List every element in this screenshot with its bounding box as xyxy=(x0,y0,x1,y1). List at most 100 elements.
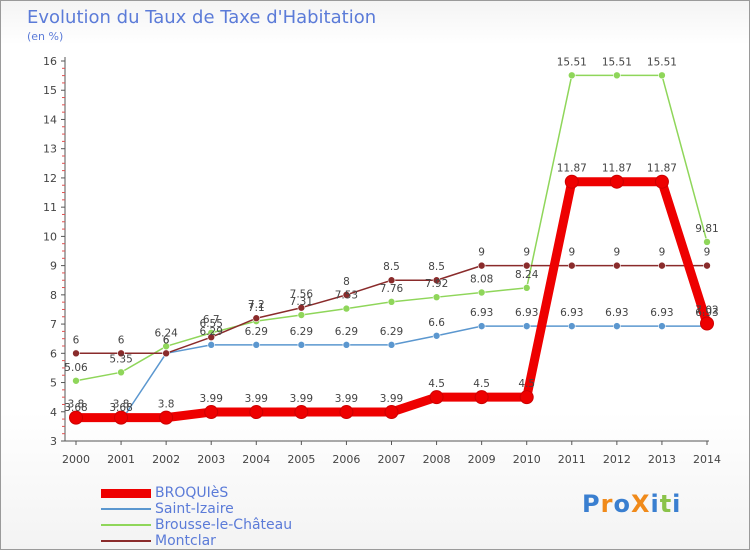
data-point xyxy=(69,410,83,425)
logo-letter: X xyxy=(630,490,651,518)
data-label: 7.1 xyxy=(248,302,265,314)
logo-letter: t xyxy=(659,490,673,518)
legend-label: Montclar xyxy=(155,533,216,549)
data-label: 15.51 xyxy=(557,56,587,68)
data-point xyxy=(249,405,264,420)
data-point xyxy=(432,293,441,301)
data-label: 3.99 xyxy=(335,393,358,405)
data-point xyxy=(522,284,531,292)
data-label: 9.81 xyxy=(695,223,718,235)
data-label: 9 xyxy=(614,247,621,259)
data-label: 8.08 xyxy=(470,274,493,286)
x-tick-label: 2011 xyxy=(558,453,586,466)
data-point xyxy=(658,71,666,80)
data-point xyxy=(72,349,80,358)
data-label: 6 xyxy=(73,334,80,346)
legend-label: BROQUIèS xyxy=(155,485,229,501)
data-label: 6.93 xyxy=(695,307,718,319)
data-label: 6 xyxy=(163,334,170,346)
chart-legend: BROQUIèS Saint-Izaire Brousse-le-Château Mo… xyxy=(101,485,292,549)
data-point xyxy=(72,376,80,385)
data-point xyxy=(207,341,216,349)
chart-title: Evolution du Taux de Taxe d'Habitation xyxy=(27,7,377,28)
data-label: 5.06 xyxy=(64,362,88,374)
y-tick-label: 13 xyxy=(43,143,57,156)
data-point xyxy=(474,390,489,405)
x-tick-label: 2013 xyxy=(648,453,676,466)
legend-swatch xyxy=(101,524,151,526)
y-tick-label: 7 xyxy=(50,318,57,331)
logo-letter: r xyxy=(600,490,614,518)
data-label: 6.29 xyxy=(245,326,268,338)
logo-letter: i xyxy=(650,490,660,518)
y-tick-label: 5 xyxy=(50,377,57,390)
legend-item: Saint-Izaire xyxy=(101,501,292,517)
data-label: 6.93 xyxy=(605,307,628,319)
data-label: 9 xyxy=(704,247,711,259)
data-point xyxy=(432,276,441,285)
x-tick-label: 2010 xyxy=(513,453,541,466)
data-point xyxy=(429,390,444,405)
data-label: 4.5 xyxy=(518,378,535,390)
data-point xyxy=(339,405,354,420)
data-point xyxy=(700,316,714,331)
data-label: 3.99 xyxy=(290,393,313,405)
x-tick-label: 2002 xyxy=(152,453,180,466)
legend-item: Brousse-le-Château xyxy=(101,517,292,533)
data-label: 8.5 xyxy=(428,261,445,273)
x-tick-label: 2014 xyxy=(693,453,721,466)
x-tick-label: 2003 xyxy=(197,453,225,466)
data-label: 6.29 xyxy=(380,326,403,338)
x-tick-label: 2007 xyxy=(378,453,406,466)
data-label: 6.55 xyxy=(200,318,223,330)
logo-letter: P xyxy=(582,490,601,518)
data-label: 3.8 xyxy=(68,399,85,411)
legend-item: Montclar xyxy=(101,533,292,549)
legend-item: BROQUIèS xyxy=(101,485,292,501)
logo-letter: i xyxy=(672,490,682,518)
data-label: 7.53 xyxy=(335,290,358,302)
data-point xyxy=(658,322,666,330)
data-point xyxy=(522,322,531,330)
y-tick-label: 15 xyxy=(43,84,57,97)
data-label: 3.99 xyxy=(245,393,268,405)
y-tick-label: 14 xyxy=(43,113,57,126)
proxiti-logo: ProXiti xyxy=(582,490,681,518)
data-label: 6.6 xyxy=(428,317,445,329)
data-point xyxy=(654,174,669,189)
data-point xyxy=(387,276,396,285)
data-label: 3.68 xyxy=(64,402,87,414)
data-point xyxy=(567,71,576,80)
y-tick-label: 11 xyxy=(43,201,57,214)
logo-letter: o xyxy=(613,490,631,518)
data-point xyxy=(567,261,576,270)
data-point xyxy=(204,405,219,420)
y-tick-label: 10 xyxy=(43,230,57,243)
data-point xyxy=(252,341,261,349)
x-tick-label: 2009 xyxy=(468,453,496,466)
data-label: 7.31 xyxy=(290,296,313,308)
data-point xyxy=(703,261,711,270)
data-point xyxy=(114,410,129,425)
legend-label: Saint-Izaire xyxy=(155,501,234,517)
data-label: 6.7 xyxy=(203,314,220,326)
data-point xyxy=(477,322,486,330)
data-label: 6.93 xyxy=(560,307,583,319)
data-label: 9 xyxy=(523,247,530,259)
data-label: 3.8 xyxy=(113,399,130,411)
y-tick-label: 4 xyxy=(50,406,57,419)
chart-subtitle: (en %) xyxy=(27,30,64,43)
data-point xyxy=(342,304,351,313)
x-tick-label: 2004 xyxy=(242,453,270,466)
data-label: 4.5 xyxy=(428,378,445,390)
y-tick-label: 3 xyxy=(50,435,57,448)
data-label: 9 xyxy=(478,247,485,259)
data-label: 6.24 xyxy=(154,327,178,339)
data-point xyxy=(294,405,309,420)
y-tick-label: 8 xyxy=(50,289,57,302)
x-tick-label: 2001 xyxy=(107,453,135,466)
data-label: 6 xyxy=(163,334,170,346)
data-point xyxy=(297,303,306,312)
data-label: 4.5 xyxy=(473,378,490,390)
data-label: 5.35 xyxy=(109,353,132,365)
